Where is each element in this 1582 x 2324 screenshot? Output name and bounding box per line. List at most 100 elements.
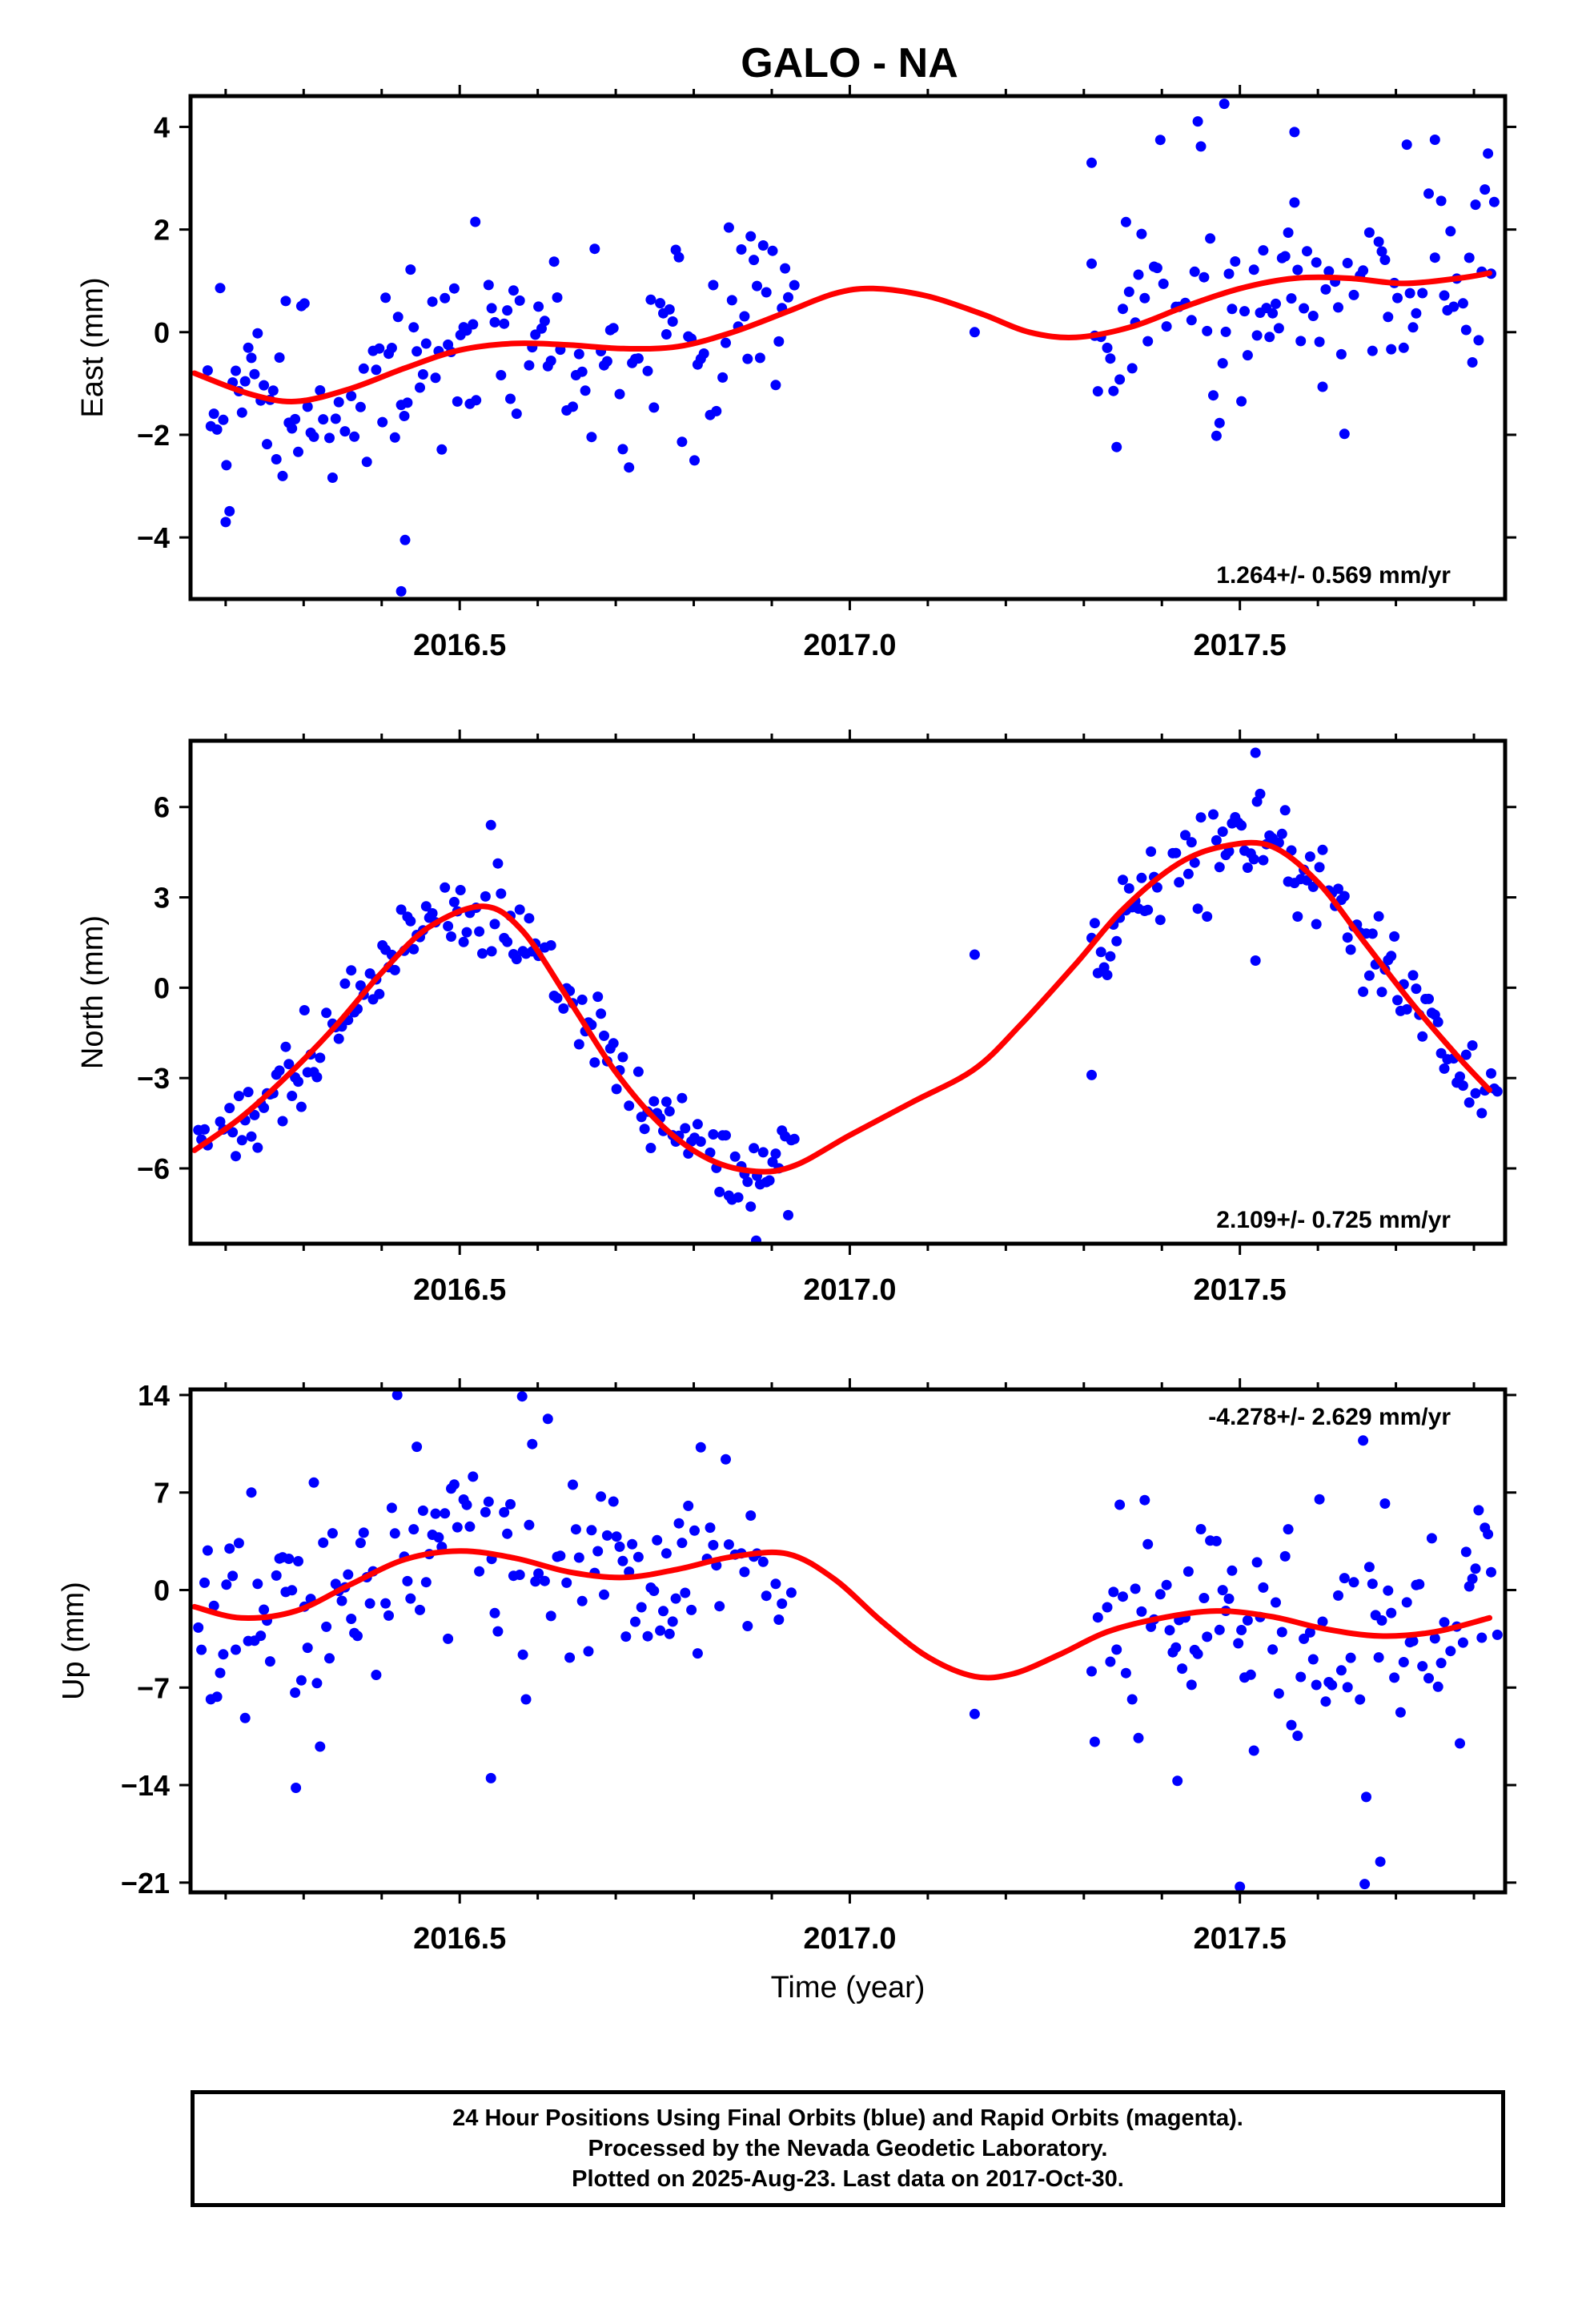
- data-point: [1483, 148, 1494, 159]
- data-point: [470, 216, 481, 227]
- data-point: [1192, 903, 1203, 915]
- data-point: [295, 1675, 307, 1686]
- data-point: [1092, 1612, 1103, 1623]
- data-point: [430, 372, 441, 384]
- data-point: [1142, 904, 1154, 915]
- data-point: [1307, 1654, 1319, 1665]
- figure-title: GALO - NA: [741, 40, 958, 86]
- data-point: [499, 1506, 510, 1518]
- y-tick-label: −3: [137, 1062, 170, 1095]
- data-point: [1304, 1626, 1315, 1638]
- data-point: [1375, 1856, 1386, 1868]
- data-point: [514, 904, 525, 915]
- data-point: [496, 370, 507, 380]
- data-point: [539, 316, 550, 327]
- data-point: [1417, 287, 1428, 299]
- data-point: [1286, 1719, 1297, 1731]
- data-point: [1363, 1562, 1375, 1573]
- data-point: [1457, 298, 1468, 309]
- scatter-points: [202, 99, 1500, 597]
- data-point: [721, 1130, 731, 1141]
- data-point: [576, 994, 588, 1005]
- data-point: [224, 1103, 235, 1114]
- data-point: [1273, 323, 1284, 334]
- data-point: [780, 263, 791, 274]
- data-point: [1407, 970, 1419, 981]
- data-point: [448, 283, 460, 294]
- data-point: [291, 1783, 302, 1793]
- data-point: [358, 363, 369, 374]
- data-point: [280, 296, 291, 307]
- data-point: [327, 472, 338, 483]
- data-point: [471, 395, 482, 406]
- data-point: [267, 385, 279, 396]
- data-point: [514, 295, 525, 306]
- data-point: [608, 323, 619, 334]
- data-point: [1373, 911, 1384, 922]
- data-point: [630, 1616, 640, 1627]
- data-point: [1314, 862, 1325, 873]
- data-point: [1333, 1590, 1343, 1601]
- data-point: [589, 243, 600, 255]
- data-point: [1439, 1617, 1450, 1628]
- data-point: [1279, 251, 1291, 262]
- footer-box: 24 Hour Positions Using Final Orbits (bl…: [191, 2090, 1505, 2207]
- data-point: [208, 408, 219, 420]
- data-point: [1358, 265, 1369, 276]
- data-point: [1133, 269, 1144, 280]
- y-axis-label: Up (mm): [57, 1582, 90, 1700]
- data-point: [514, 1570, 525, 1580]
- data-point: [215, 1667, 226, 1679]
- data-point: [1348, 1577, 1359, 1588]
- data-point: [708, 1539, 719, 1550]
- data-point: [661, 1096, 672, 1108]
- data-point: [246, 1131, 257, 1142]
- data-point: [355, 1538, 366, 1549]
- data-point: [1392, 292, 1403, 304]
- data-point: [1286, 293, 1297, 304]
- data-point: [396, 585, 407, 597]
- data-point: [415, 1604, 425, 1615]
- data-point: [695, 1441, 706, 1453]
- data-point: [592, 1546, 604, 1557]
- data-point: [1376, 1615, 1387, 1626]
- data-point: [452, 396, 463, 407]
- data-point: [1180, 830, 1191, 841]
- data-point: [1248, 1745, 1259, 1756]
- data-point: [315, 1741, 326, 1752]
- y-axis-label: East (mm): [76, 277, 110, 417]
- data-point: [1339, 1573, 1350, 1584]
- data-point: [262, 439, 272, 450]
- data-point: [246, 352, 257, 364]
- data-point: [1486, 1068, 1496, 1079]
- data-point: [1299, 303, 1310, 314]
- data-point: [1161, 321, 1172, 332]
- data-point: [1386, 344, 1397, 355]
- data-point: [1258, 245, 1269, 256]
- data-point: [1455, 1738, 1465, 1749]
- y-tick-label: −14: [121, 1769, 170, 1802]
- data-point: [339, 978, 351, 989]
- data-point: [408, 322, 420, 333]
- data-point: [596, 1008, 607, 1019]
- plot-frame: [188, 94, 1508, 601]
- data-point: [1136, 872, 1147, 883]
- data-point: [202, 1545, 213, 1556]
- data-point: [1199, 1593, 1210, 1603]
- data-point: [658, 1606, 669, 1617]
- data-point: [689, 1525, 700, 1536]
- data-point: [736, 244, 747, 255]
- data-point: [496, 888, 507, 899]
- data-point: [293, 1076, 303, 1088]
- data-point: [1383, 1585, 1394, 1596]
- data-point: [689, 455, 700, 466]
- data-point: [227, 1570, 239, 1582]
- data-point: [433, 1532, 444, 1543]
- data-point: [224, 1543, 235, 1554]
- data-point: [280, 1041, 291, 1052]
- data-point: [1429, 252, 1440, 263]
- data-point: [1248, 264, 1259, 275]
- scatter-points: [193, 1389, 1503, 1892]
- data-point: [601, 1530, 612, 1541]
- data-point: [1105, 1656, 1116, 1667]
